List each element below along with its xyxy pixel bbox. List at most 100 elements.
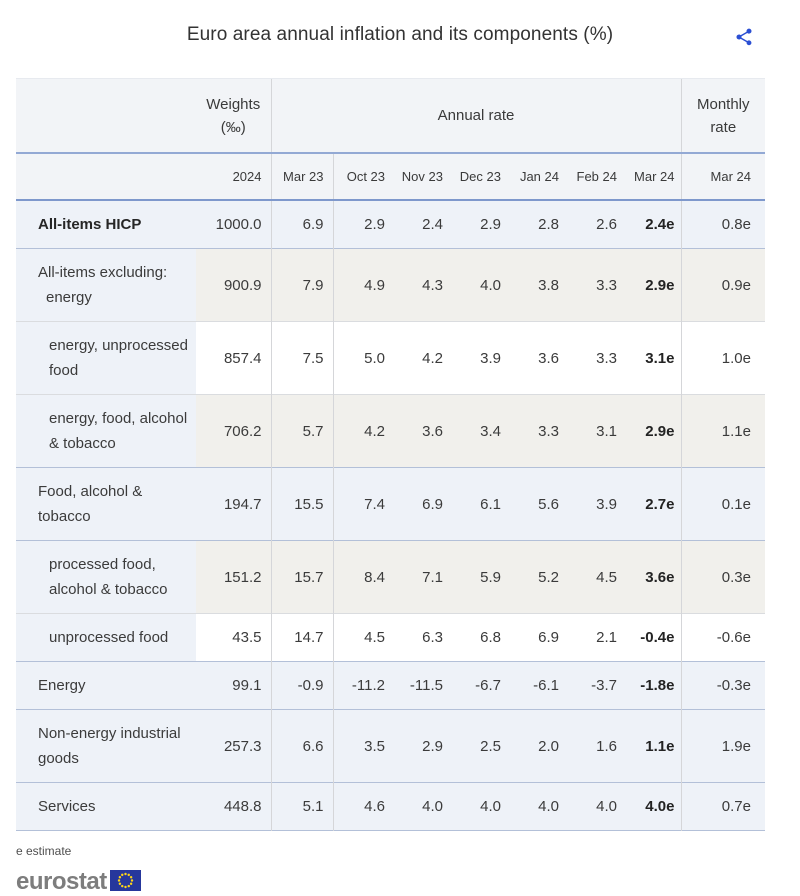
table-row: Energy 99.1 -0.9 -11.2 -11.5 -6.7 -6.1 -3.7 -1.8… (16, 661, 765, 710)
monthly-rate-cell: -0.3e (680, 661, 765, 710)
annual-rate-cell: 7.4 (332, 467, 391, 541)
annual-rate-cell: 5.7 (270, 394, 333, 468)
page-title: Euro area annual inflation and its compo… (186, 24, 614, 45)
monthly-rate-cell: 1.1e (680, 394, 765, 468)
period-jan24: Jan 24 (507, 153, 565, 201)
row-label: energy, food, alcohol & tobacco (16, 394, 196, 468)
annual-rate-cell: 3.1e (623, 321, 681, 395)
weights-cell: 900.9 (196, 248, 271, 322)
annual-rate-cell: 3.3 (565, 248, 623, 322)
row-label: Food, alcohol & tobacco (16, 467, 196, 541)
header-empty-cell (16, 78, 196, 154)
annual-rate-cell: 6.3 (391, 613, 449, 662)
table-row: energy, food, alcohol & tobacco 706.2 5.7 4.… (16, 394, 765, 468)
annual-rate-cell: 4.0 (449, 782, 507, 831)
annual-rate-cell: 3.4 (449, 394, 507, 468)
annual-rate-cell: 5.0 (332, 321, 391, 395)
annual-rate-cell: 4.3 (391, 248, 449, 322)
weights-cell: 43.5 (196, 613, 271, 662)
row-label: Services (16, 782, 196, 831)
annual-rate-cell: 7.1 (391, 540, 449, 614)
annual-rate-cell: 3.6 (391, 394, 449, 468)
table-row: unprocessed food 43.5 14.7 4.5 6.3 6.8 6.9 2.1-… (16, 613, 765, 662)
share-icon (734, 28, 754, 50)
monthly-rate-cell: 0.1e (680, 467, 765, 541)
table-row: Services 448.8 5.1 4.6 4.0 4.0 4.0 4.0 4.0e 0.7e (16, 782, 765, 831)
period-nov23: Nov 23 (391, 153, 449, 201)
weights-cell: 194.7 (196, 467, 271, 541)
annual-rate-cell: 15.7 (270, 540, 333, 614)
monthly-rate-cell: -0.6e (680, 613, 765, 662)
annual-rate-cell: 4.0 (391, 782, 449, 831)
annual-rate-cell: 2.0 (507, 709, 565, 783)
annual-rate-cell: 4.5 (565, 540, 623, 614)
annual-rate-cell: 15.5 (270, 467, 333, 541)
annual-rate-cell: 2.9 (332, 200, 391, 249)
weights-cell: 1000.0 (196, 200, 271, 249)
monthly-rate-cell: 0.3e (680, 540, 765, 614)
weights-cell: 99.1 (196, 661, 271, 710)
row-label: All-items HICP (16, 200, 196, 249)
period-oct23: Oct 23 (332, 153, 391, 201)
eurostat-logo[interactable]: eurostat (16, 868, 800, 896)
row-label: processed food, alcohol & tobacco (16, 540, 196, 614)
annual-rate-cell: 2.9e (623, 248, 681, 322)
annual-rate-cell: 2.4 (391, 200, 449, 249)
row-label: Non-energy industrial goods (16, 709, 196, 783)
inflation-table: Weights (‰) Annual rate Monthly rate 202… (16, 78, 765, 831)
annual-rate-cell: 3.9 (565, 467, 623, 541)
monthly-rate-header: Monthly rate (680, 78, 765, 154)
title-bar: Euro area annual inflation and its compo… (0, 0, 800, 50)
annual-rate-cell: 5.6 (507, 467, 565, 541)
weights-header-line2: (‰) (220, 118, 246, 136)
annual-rate-cell: 6.9 (507, 613, 565, 662)
annual-rate-cell: 4.2 (391, 321, 449, 395)
table-row: processed food, alcohol & tobacco 151.2 15.… (16, 540, 765, 614)
annual-rate-cell: 6.9 (270, 200, 333, 249)
annual-rate-cell: 6.1 (449, 467, 507, 541)
annual-rate-cell: 7.9 (270, 248, 333, 322)
weights-cell: 857.4 (196, 321, 271, 395)
weights-header-line1: Weights (206, 95, 261, 113)
annual-rate-cell: 7.5 (270, 321, 333, 395)
table-row: All-items HICP 1000.0 6.9 2.9 2.4 2.9 2.8 2.6 2.… (16, 200, 765, 249)
annual-rate-cell: 2.7e (623, 467, 681, 541)
row-label: Energy (16, 661, 196, 710)
annual-rate-cell: 4.6 (332, 782, 391, 831)
eurostat-logo-text: eurostat (16, 868, 107, 895)
estimate-footnote: e estimate (16, 844, 72, 858)
period-mar23: Mar 23 (270, 153, 333, 201)
annual-rate-cell: 2.6 (565, 200, 623, 249)
table-row: Non-energy industrial goods 257.3 6.6 3.5 2.9… (16, 709, 765, 783)
annual-rate-cell: 5.1 (270, 782, 333, 831)
annual-rate-cell: -1.8e (623, 661, 681, 710)
annual-rate-cell: 14.7 (270, 613, 333, 662)
annual-rate-cell: -0.9 (270, 661, 333, 710)
annual-rate-cell: 4.0 (507, 782, 565, 831)
annual-rate-cell: 2.9e (623, 394, 681, 468)
eu-flag-icon (109, 870, 141, 896)
row-label: energy, unprocessed food (16, 321, 196, 395)
period-mar24: Mar 24 (623, 153, 681, 201)
monthly-rate-cell: 0.8e (680, 200, 765, 249)
annual-rate-cell: 2.9 (391, 709, 449, 783)
header-row-periods: 2024 Mar 23 Oct 23 Nov 23 Dec 23 Jan 24 … (16, 153, 765, 201)
annual-rate-cell: 4.2 (332, 394, 391, 468)
weights-cell: 151.2 (196, 540, 271, 614)
annual-rate-cell: -11.2 (332, 661, 391, 710)
annual-rate-cell: 6.8 (449, 613, 507, 662)
row-label: unprocessed food (16, 613, 196, 662)
annual-rate-cell: 3.9 (449, 321, 507, 395)
annual-rate-cell: 4.0 (565, 782, 623, 831)
annual-rate-cell: 6.9 (391, 467, 449, 541)
annual-rate-cell: 1.6 (565, 709, 623, 783)
weights-header: Weights (‰) (196, 78, 271, 154)
annual-rate-cell: 1.1e (623, 709, 681, 783)
annual-rate-cell: 5.9 (449, 540, 507, 614)
annual-rate-cell: 2.1 (565, 613, 623, 662)
annual-rate-cell: 3.3 (565, 321, 623, 395)
weights-cell: 448.8 (196, 782, 271, 831)
monthly-rate-cell: 1.0e (680, 321, 765, 395)
share-button[interactable] (733, 27, 755, 49)
period-feb24: Feb 24 (565, 153, 623, 201)
